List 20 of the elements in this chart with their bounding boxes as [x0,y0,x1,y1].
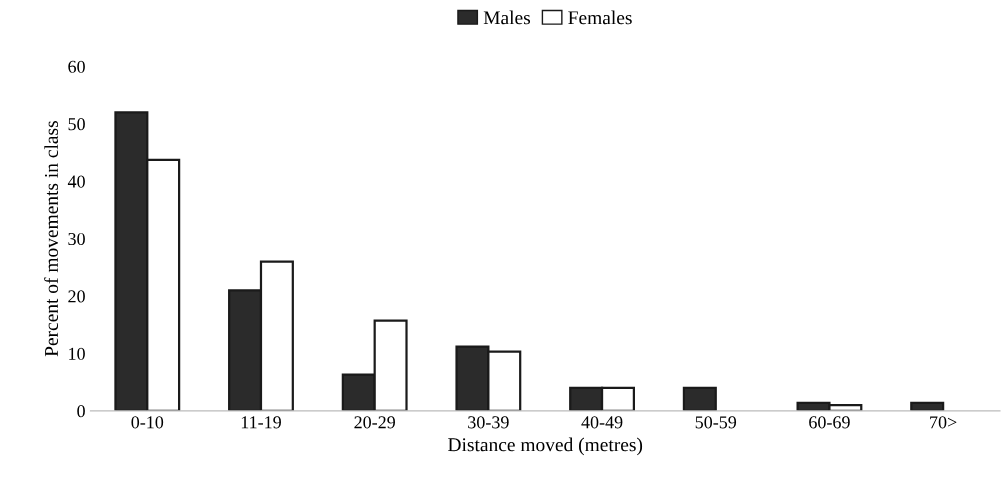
x-tick-label: 70> [930,416,957,429]
y-tick-label: 0 [77,405,85,418]
legend-label: Females [568,10,632,25]
bar [682,386,717,411]
x-tick-label: 30-39 [468,416,509,429]
x-tick-label: 0-10 [131,416,164,429]
x-tick-label: 11-19 [241,416,281,429]
y-tick-label: 20 [68,290,85,303]
x-axis-title: Distance moved (metres) [448,437,643,456]
x-tick-label: 60-69 [809,416,850,429]
y-tick-label: 50 [68,118,85,131]
y-tick-label: 30 [68,232,85,246]
x-tick-label: 50-59 [695,416,737,429]
x-tick-label: 20-29 [354,416,395,429]
x-tick-label: 40-49 [581,416,623,429]
y-tick-label: 10 [69,347,85,360]
y-axis-title: Percent of movements in class [44,121,59,357]
y-tick-label: 60 [68,60,85,73]
y-tick-label: 40 [67,175,85,188]
legend-label: Males [483,10,531,25]
